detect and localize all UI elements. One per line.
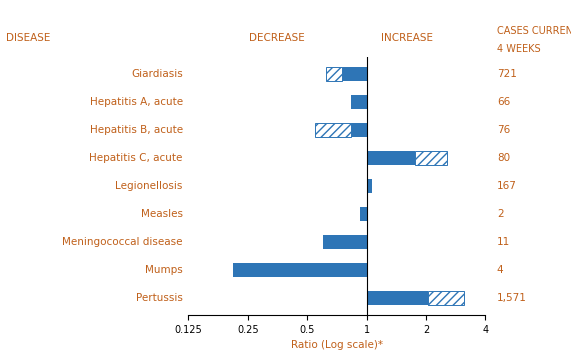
Bar [323, 235, 367, 249]
Text: Pertussis: Pertussis [136, 293, 183, 303]
Text: Giardiasis: Giardiasis [131, 69, 183, 79]
Text: INCREASE: INCREASE [381, 33, 433, 43]
Bar [367, 291, 428, 305]
Bar [367, 151, 415, 165]
Text: Mumps: Mumps [145, 265, 183, 275]
Bar [428, 291, 464, 305]
Bar [415, 151, 447, 165]
Text: 4: 4 [497, 265, 504, 275]
Text: CASES CURRENT: CASES CURRENT [497, 26, 571, 36]
Text: DECREASE: DECREASE [249, 33, 304, 43]
Text: 66: 66 [497, 97, 510, 107]
Bar [325, 67, 342, 81]
Bar [342, 67, 367, 81]
Text: 4 WEEKS: 4 WEEKS [497, 44, 540, 54]
Bar [367, 179, 372, 193]
Bar [351, 123, 367, 137]
Bar [315, 123, 351, 137]
Text: Measles: Measles [140, 209, 183, 219]
Text: 1,571: 1,571 [497, 293, 526, 303]
Text: 2: 2 [497, 209, 504, 219]
Text: Hepatitis B, acute: Hepatitis B, acute [90, 125, 183, 135]
Text: 76: 76 [497, 125, 510, 135]
Text: Legionellosis: Legionellosis [115, 181, 183, 191]
Text: 80: 80 [497, 153, 510, 163]
Text: Meningococcal disease: Meningococcal disease [62, 237, 183, 247]
Text: Hepatitis A, acute: Hepatitis A, acute [90, 97, 183, 107]
Bar [360, 207, 367, 221]
X-axis label: Ratio (Log scale)*: Ratio (Log scale)* [291, 340, 383, 350]
Bar [351, 95, 367, 109]
Bar [233, 263, 367, 277]
Text: 167: 167 [497, 181, 517, 191]
Text: 721: 721 [497, 69, 517, 79]
Text: DISEASE: DISEASE [6, 33, 50, 43]
Text: Hepatitis C, acute: Hepatitis C, acute [89, 153, 183, 163]
Text: 11: 11 [497, 237, 510, 247]
